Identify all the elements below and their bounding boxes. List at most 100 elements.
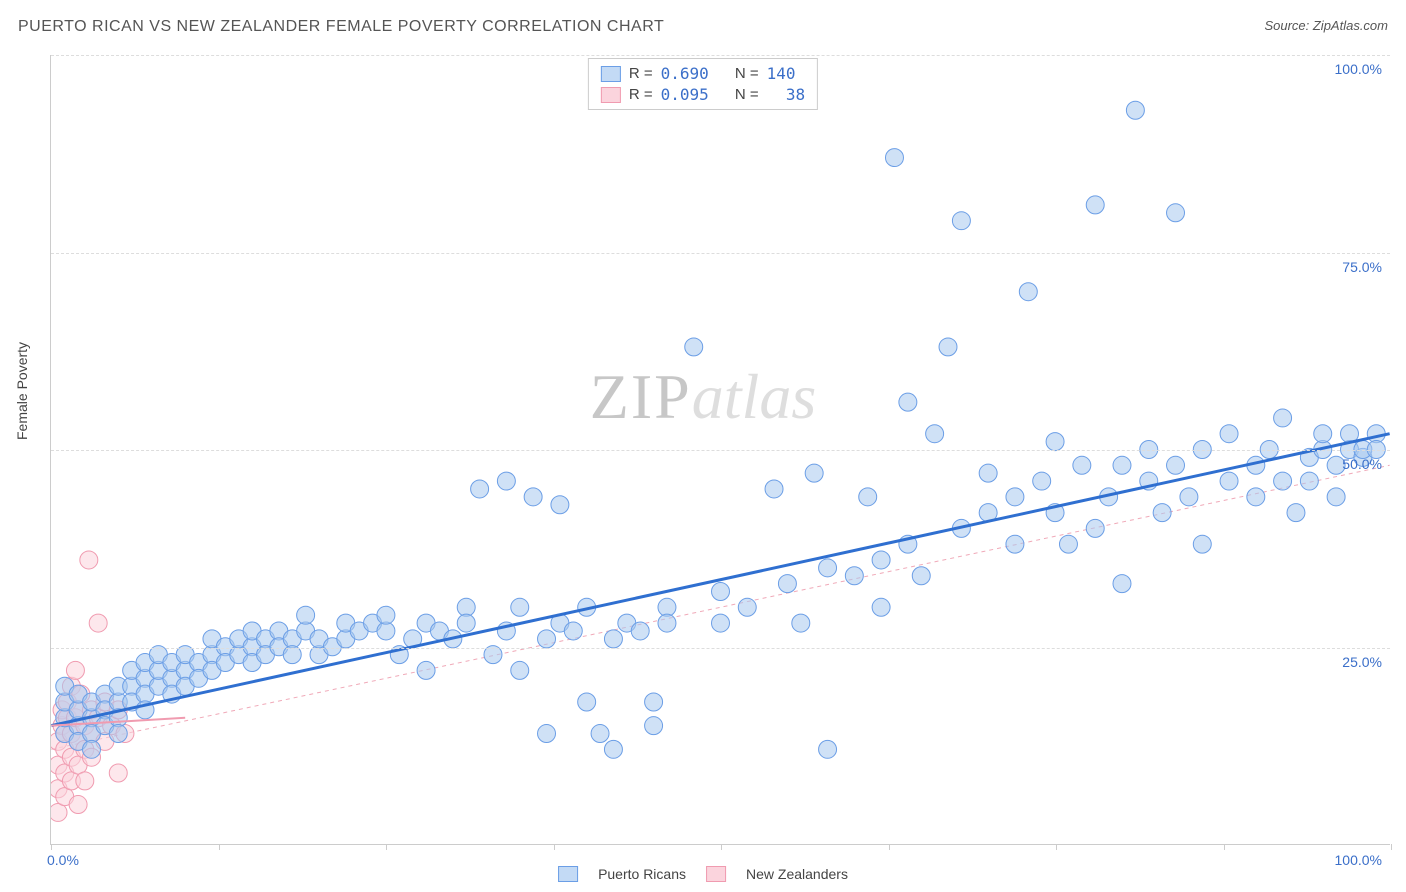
- x-tick: [386, 844, 387, 850]
- data-point: [819, 559, 837, 577]
- data-point: [952, 212, 970, 230]
- data-point: [939, 338, 957, 356]
- gridline-h: [51, 648, 1390, 649]
- data-point: [538, 725, 556, 743]
- data-point: [1113, 456, 1131, 474]
- data-point: [1274, 472, 1292, 490]
- data-point: [83, 740, 101, 758]
- data-point: [1113, 575, 1131, 593]
- data-point: [524, 488, 542, 506]
- data-point: [511, 598, 529, 616]
- data-point: [1274, 409, 1292, 427]
- correlation-legend: R = 0.690 N = 140 R = 0.095 N = 38: [588, 58, 818, 110]
- legend-n-val-0: 140: [767, 64, 796, 83]
- source-prefix: Source:: [1264, 18, 1312, 33]
- data-point: [658, 614, 676, 632]
- legend-n-val-1: 38: [767, 85, 806, 104]
- data-point: [1193, 535, 1211, 553]
- legend-swatch-pink: [601, 87, 621, 103]
- data-point: [1247, 488, 1265, 506]
- gridline-h: [51, 253, 1390, 254]
- x-tick: [219, 844, 220, 850]
- x-tick: [1224, 844, 1225, 850]
- data-point: [591, 725, 609, 743]
- data-point: [1167, 204, 1185, 222]
- x-tick: [554, 844, 555, 850]
- data-point: [1314, 425, 1332, 443]
- legend-n-label-1: N =: [735, 86, 759, 103]
- data-point: [1086, 519, 1104, 537]
- data-point: [1046, 433, 1064, 451]
- data-point: [80, 551, 98, 569]
- data-point: [1220, 472, 1238, 490]
- legend-row-blue: R = 0.690 N = 140: [601, 63, 805, 84]
- y-tick-label: 50.0%: [1342, 456, 1382, 472]
- data-point: [69, 796, 87, 814]
- chart-source: Source: ZipAtlas.com: [1264, 18, 1388, 33]
- data-point: [457, 614, 475, 632]
- legend-r-label-0: R =: [629, 65, 653, 82]
- data-point: [1086, 196, 1104, 214]
- chart-header: PUERTO RICAN VS NEW ZEALANDER FEMALE POV…: [18, 18, 1388, 48]
- data-point: [604, 740, 622, 758]
- y-tick-label: 75.0%: [1342, 259, 1382, 275]
- data-point: [471, 480, 489, 498]
- data-point: [417, 661, 435, 679]
- data-point: [1167, 456, 1185, 474]
- data-point: [872, 598, 890, 616]
- data-point: [1327, 488, 1345, 506]
- data-point: [109, 764, 127, 782]
- data-point: [497, 472, 515, 490]
- data-point: [1073, 456, 1091, 474]
- trendline-dashed: [51, 465, 1389, 749]
- data-point: [297, 606, 315, 624]
- data-point: [859, 488, 877, 506]
- data-point: [765, 480, 783, 498]
- data-point: [1153, 504, 1171, 522]
- data-point: [1059, 535, 1077, 553]
- legend-r-val-0: 0.690: [661, 64, 709, 83]
- data-point: [819, 740, 837, 758]
- data-point: [1006, 488, 1024, 506]
- data-point: [1006, 535, 1024, 553]
- data-point: [377, 606, 395, 624]
- data-point: [805, 464, 823, 482]
- data-point: [712, 583, 730, 601]
- data-point: [66, 661, 84, 679]
- data-point: [845, 567, 863, 585]
- data-point: [645, 693, 663, 711]
- x-tick: [1391, 844, 1392, 850]
- data-point: [1126, 101, 1144, 119]
- data-point: [1287, 504, 1305, 522]
- data-point: [738, 598, 756, 616]
- data-point: [1019, 283, 1037, 301]
- data-point: [109, 725, 127, 743]
- data-point: [979, 464, 997, 482]
- data-point: [912, 567, 930, 585]
- gridline-h: [51, 55, 1390, 56]
- data-point: [926, 425, 944, 443]
- data-point: [778, 575, 796, 593]
- data-point: [604, 630, 622, 648]
- data-point: [872, 551, 890, 569]
- data-point: [1180, 488, 1198, 506]
- data-point: [89, 614, 107, 632]
- data-point: [792, 614, 810, 632]
- chart-title: PUERTO RICAN VS NEW ZEALANDER FEMALE POV…: [18, 18, 664, 35]
- gridline-h: [51, 450, 1390, 451]
- data-point: [76, 772, 94, 790]
- x-tick: [721, 844, 722, 850]
- data-point: [885, 149, 903, 167]
- data-point: [712, 614, 730, 632]
- data-point: [1033, 472, 1051, 490]
- legend-n-label-0: N =: [735, 65, 759, 82]
- source-name: ZipAtlas.com: [1313, 18, 1388, 33]
- y-axis-title: Female Poverty: [14, 342, 30, 440]
- data-point: [578, 693, 596, 711]
- legend-r-val-1: 0.095: [661, 85, 709, 104]
- legend-swatch-blue: [601, 66, 621, 82]
- data-point: [899, 393, 917, 411]
- x-tick: [51, 844, 52, 850]
- legend-row-pink: R = 0.095 N = 38: [601, 84, 805, 105]
- x-tick-label-0: 0.0%: [47, 852, 79, 868]
